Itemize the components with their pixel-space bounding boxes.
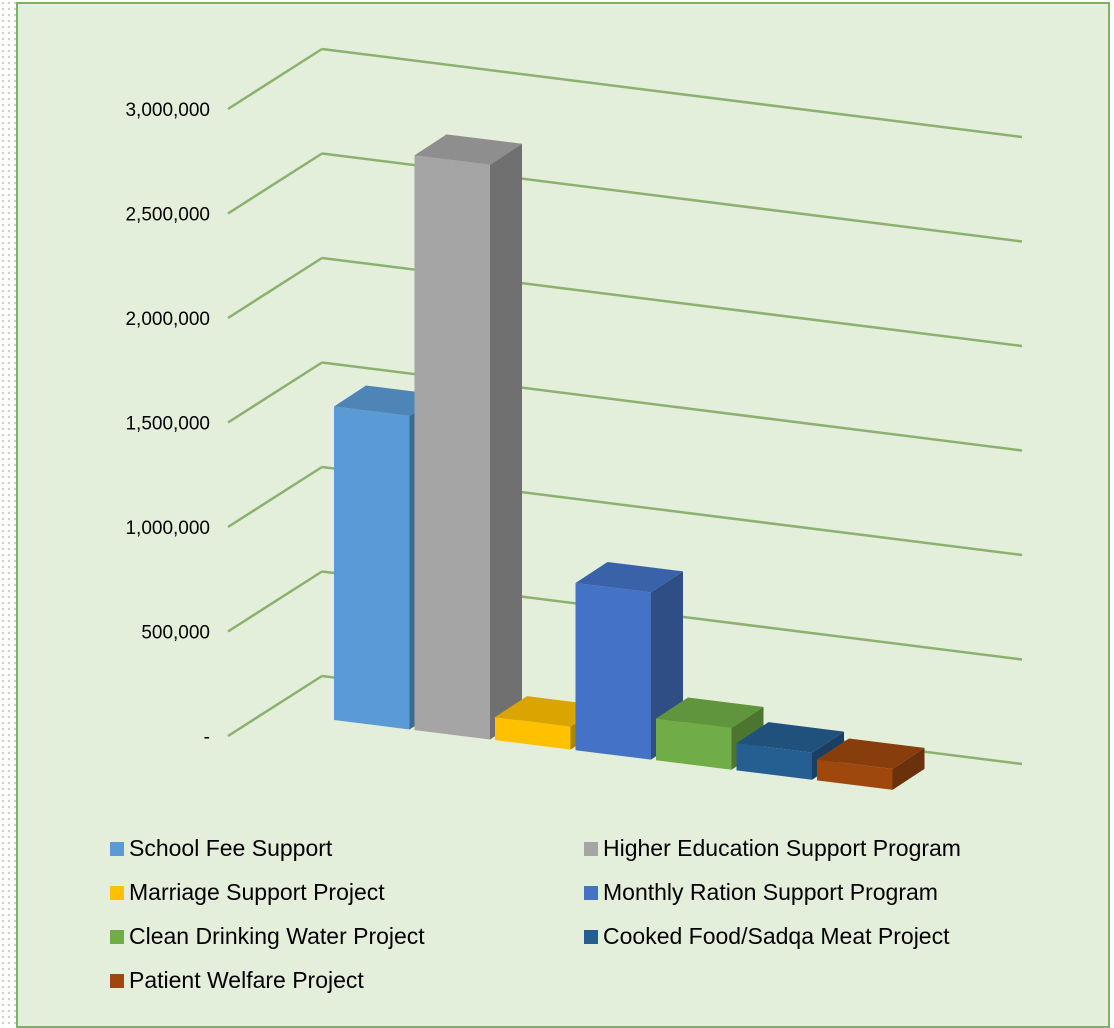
bar-front-face <box>817 759 893 790</box>
bar-front-face <box>334 406 410 730</box>
bars <box>334 134 925 790</box>
y-tick-label: - <box>204 727 210 748</box>
bar-top-face <box>817 738 925 769</box>
side-gridline <box>227 47 323 111</box>
legend-label: Cooked Food/Sadqa Meat Project <box>603 923 950 949</box>
y-tick-label: 500,000 <box>141 623 210 644</box>
legend-item: Patient Welfare Project <box>110 964 584 997</box>
back-gridline <box>321 47 1023 139</box>
legend-swatch <box>110 973 124 988</box>
bar-front-face <box>575 582 651 760</box>
y-axis-ticks: - 500,000 1,000,000 1,500,000 2,000,000 2,500… <box>125 100 210 748</box>
y-tick-label: 2,000,000 <box>125 309 210 330</box>
legend-item: Marriage Support Project <box>110 876 584 909</box>
bar-front-face <box>736 743 812 780</box>
bar-top-face <box>575 561 683 593</box>
legend-label: Marriage Support Project <box>129 879 385 905</box>
legend-item: Higher Education Support Program <box>584 832 1080 865</box>
y-tick-label: 3,000,000 <box>125 100 210 121</box>
legend-item: Cooked Food/Sadqa Meat Project <box>584 920 1080 953</box>
bar <box>817 738 925 790</box>
bar-side-face <box>490 143 522 740</box>
legend: School Fee Support Higher Education Suppo… <box>110 832 1080 997</box>
legend-label: Higher Education Support Program <box>603 835 961 861</box>
legend-label: Clean Drinking Water Project <box>129 923 425 949</box>
legend-label: Patient Welfare Project <box>129 967 364 993</box>
legend-item: Monthly Ration Support Program <box>584 876 1080 909</box>
legend-item: Clean Drinking Water Project <box>110 920 584 953</box>
bar-front-face <box>656 718 732 770</box>
legend-label: School Fee Support <box>129 835 333 861</box>
bar-front-face <box>414 155 490 740</box>
legend-label: Monthly Ration Support Program <box>603 879 938 905</box>
legend-item: School Fee Support <box>110 832 584 865</box>
dotted-page-edge <box>0 0 16 1028</box>
y-tick-label: 1,000,000 <box>125 518 210 539</box>
bar-front-face <box>495 717 571 750</box>
legend-swatch <box>110 841 124 856</box>
y-tick-label: 2,500,000 <box>125 205 210 226</box>
bar-top-face <box>656 697 764 728</box>
side-gridline <box>227 570 323 633</box>
chart-area: - 500,000 1,000,000 1,500,000 2,000,000 2,500… <box>16 2 1110 1028</box>
bar-top-face <box>414 134 522 165</box>
legend-swatch <box>584 929 598 944</box>
legend-swatch <box>584 885 598 900</box>
y-tick-label: 1,500,000 <box>125 414 210 435</box>
side-gridline <box>227 465 323 529</box>
bar-chart: - 500,000 1,000,000 1,500,000 2,000,000 2,500… <box>125 47 1023 790</box>
side-gridline <box>227 256 323 320</box>
bar-top-face <box>736 722 844 753</box>
legend-swatch <box>584 841 598 856</box>
legend-swatch <box>110 885 124 900</box>
legend-swatch <box>110 929 124 944</box>
bar <box>414 134 522 740</box>
bar-side-face <box>892 747 925 790</box>
side-gridline <box>227 361 323 424</box>
side-gridline <box>227 674 323 738</box>
side-gridline <box>227 152 323 215</box>
